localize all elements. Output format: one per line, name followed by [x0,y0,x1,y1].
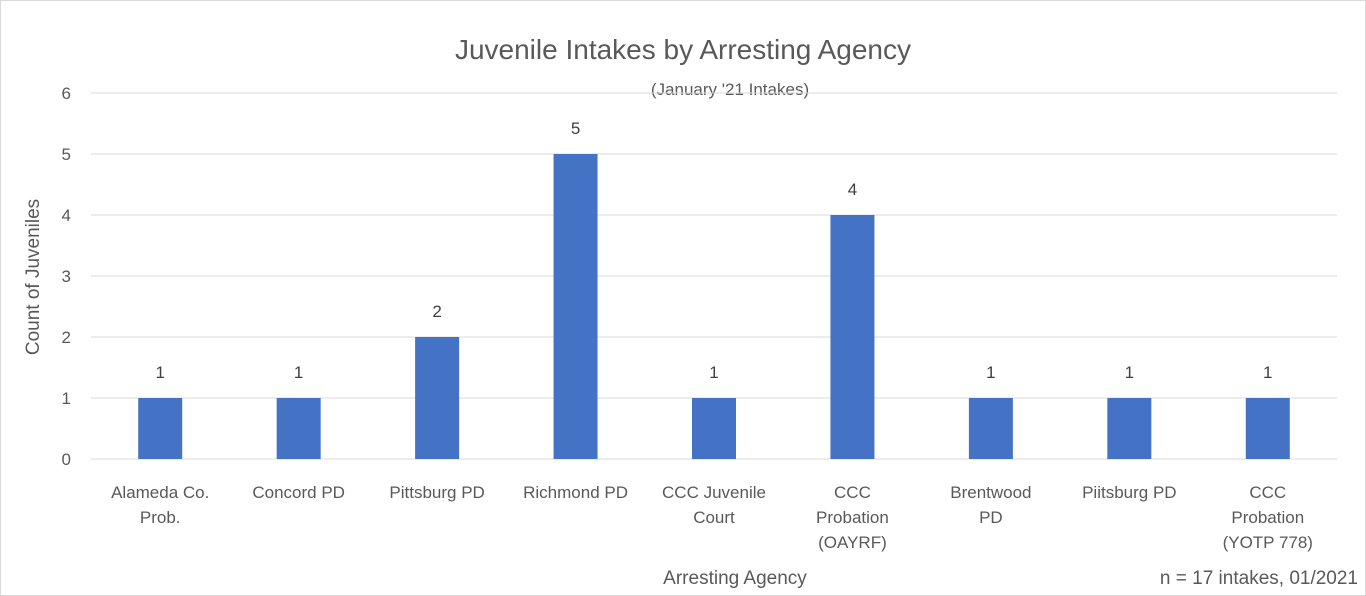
y-tick-label: 4 [62,206,71,225]
bar [415,337,460,459]
data-label: 1 [709,363,718,382]
category-label: CCC Juvenile [662,483,766,502]
category-label: Concord PD [252,483,345,502]
category-label: Richmond PD [523,483,628,502]
category-label: Alameda Co. [111,483,209,502]
category-label: Pittsburg PD [389,483,484,502]
category-label: (OAYRF) [818,533,887,552]
x-axis-categories: Alameda Co. Prob. Concord PD Pittsburg PD Ri… [111,483,1313,552]
bar [1107,398,1152,459]
bar [138,398,183,459]
data-label: 2 [432,302,441,321]
category-label: Brentwood [950,483,1031,502]
category-label: Piitsburg PD [1082,483,1176,502]
category-label: CCC [834,483,871,502]
bar [968,398,1013,459]
y-tick-label: 3 [62,267,71,286]
bar [830,215,875,459]
y-axis-title: Count of Juveniles [23,199,44,355]
data-label: 1 [155,363,164,382]
chart-subtitle: (January '21 Intakes) [651,80,809,99]
data-label: 1 [1263,363,1272,382]
category-label: Probation [1231,508,1304,527]
y-tick-label: 5 [62,145,71,164]
y-axis-ticks: 0 1 2 3 4 5 6 [62,84,71,469]
data-label: 1 [1125,363,1134,382]
bar [1245,398,1290,459]
x-axis-title: Arresting Agency [663,568,807,589]
category-label: Prob. [140,508,181,527]
category-label: (YOTP 778) [1223,533,1313,552]
category-label: Court [693,508,735,527]
bar [276,398,321,459]
category-label: Probation [816,508,889,527]
data-label: 1 [294,363,303,382]
category-label: CCC [1249,483,1286,502]
y-tick-label: 2 [62,328,71,347]
data-labels: 1 1 2 5 1 4 1 1 1 [155,119,1272,382]
chart-title: Juvenile Intakes by Arresting Agency [455,34,911,65]
data-label: 5 [571,119,580,138]
bar [553,154,598,459]
y-tick-label: 1 [62,389,71,408]
y-tick-label: 6 [62,84,71,103]
bars [138,154,1290,459]
bar [692,398,736,459]
data-label: 1 [986,363,995,382]
data-label: 4 [848,180,857,199]
y-tick-label: 0 [62,450,71,469]
category-label: PD [979,508,1003,527]
footnote: n = 17 intakes, 01/2021 [1160,568,1358,589]
